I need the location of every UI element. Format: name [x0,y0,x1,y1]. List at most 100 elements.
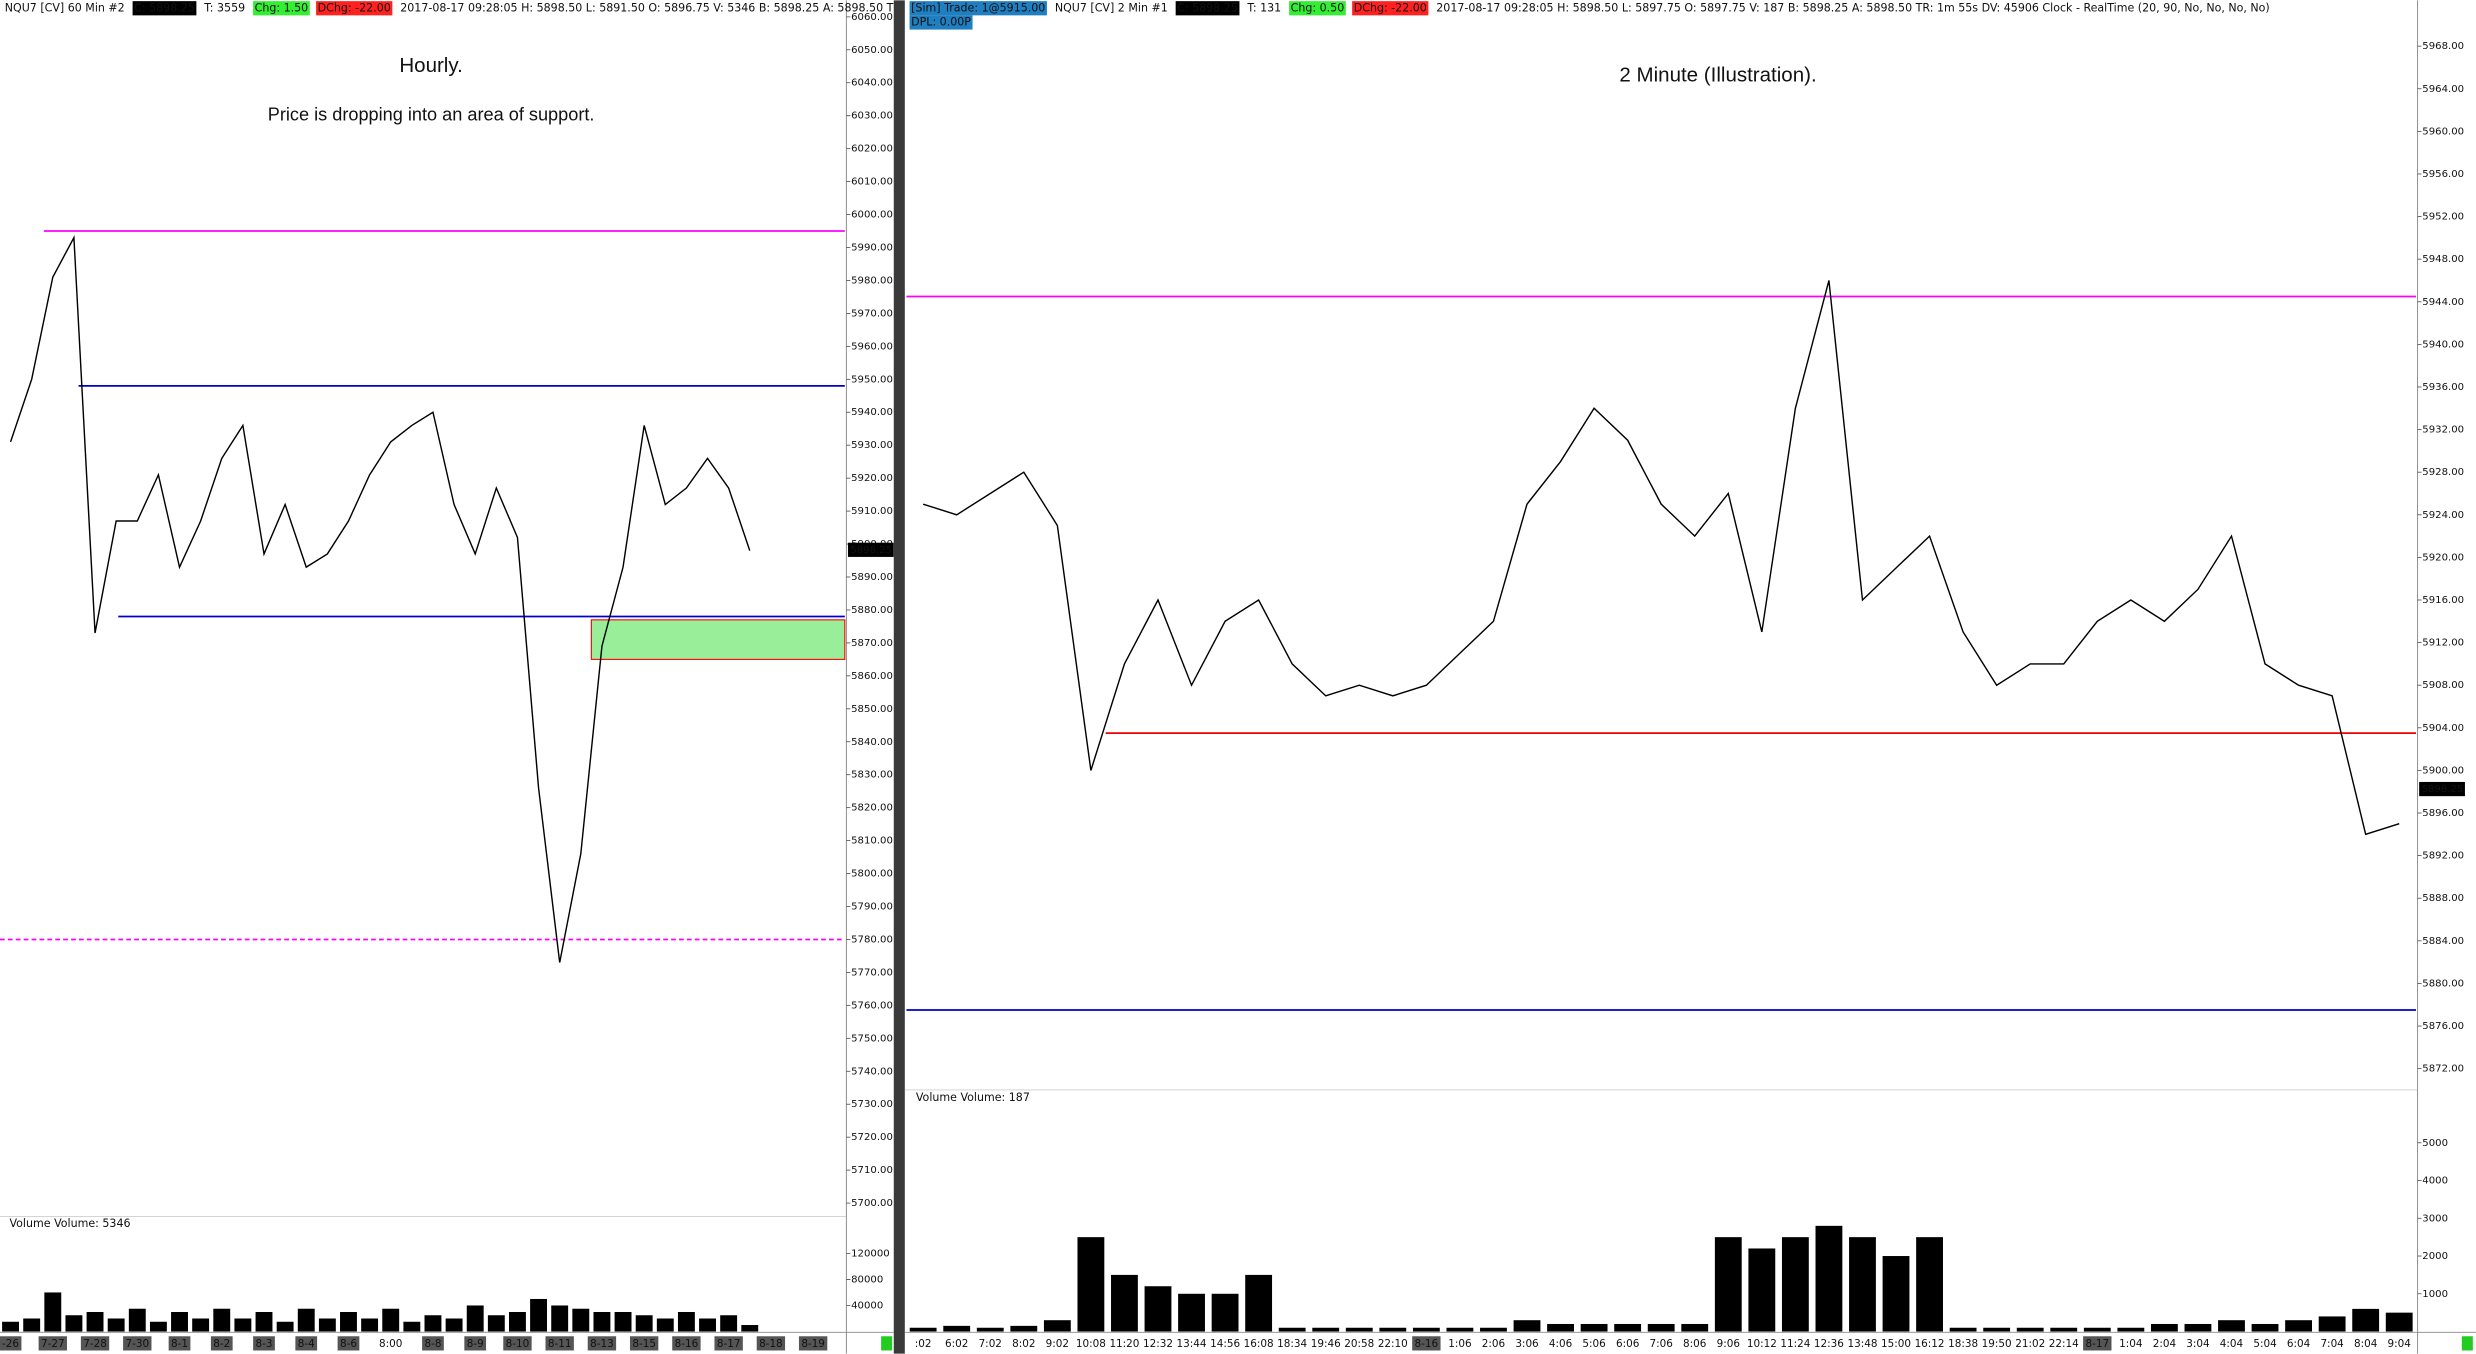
y-tick-label: 5916.00 [2422,595,2464,606]
x-tick-label: 5:04 [2253,1338,2277,1350]
y-tick-label: 5980.00 [851,275,893,286]
volume-bar [1513,1320,1541,1332]
x-tick-label: 10:08 [1076,1338,1106,1350]
y-tick-label: 5790.00 [851,902,893,913]
volume-bar [1983,1327,2011,1332]
volume-bar [1379,1327,1407,1332]
x-tick-label: 8-10 [506,1338,530,1350]
y-tick-label: 5700.00 [851,1198,893,1209]
header-text: 2017-08-17 09:28:05 H: 5898.50 L: 5891.5… [400,1,968,14]
y-tick-label: 5740.00 [851,1066,893,1077]
x-tick-label: 8-18 [759,1338,783,1350]
volume-bar [2117,1327,2145,1332]
y-tick-label: 6020.00 [851,144,893,155]
volume-title: Volume Volume: 187 [916,1091,1030,1104]
y-tick-label: 5770.00 [851,967,893,978]
header-text: T: 131 [1246,1,1281,14]
volume-bar [508,1311,526,1332]
y-tick-label: 5890.00 [851,572,893,583]
x-tick-label: 11:20 [1109,1338,1139,1350]
y-tick-label: 5960.00 [2422,126,2464,137]
x-date-box [2083,1336,2112,1351]
volume-bar [2150,1323,2178,1332]
x-tick-label: 8-16 [1415,1338,1439,1350]
chart-subtitle: Price is dropping into an area of suppor… [268,104,595,124]
x-tick-label: 8-1 [171,1338,188,1350]
volume-bar [656,1318,674,1332]
y-tick-label: 5948.00 [2422,254,2464,265]
x-tick-label: 2:04 [2153,1338,2177,1350]
x-date-box [422,1336,444,1351]
y-tick-label: 5928.00 [2422,467,2464,478]
volume-bar [424,1315,442,1332]
x-tick-label: 16:08 [1244,1338,1274,1350]
y-tick-label: 5908.00 [2422,680,2464,691]
volume-bar [65,1315,83,1332]
x-date-box [210,1336,233,1351]
price-line [9,235,751,963]
volume-bar [976,1327,1004,1332]
volume-tick-label: 5000 [2422,1138,2448,1149]
x-date-box [337,1336,360,1351]
volume-bar [909,1327,937,1332]
x-tick-label: 8:00 [379,1338,402,1350]
y-tick-label: 5876.00 [2422,1021,2464,1032]
volume-bar [1245,1274,1273,1332]
volume-bar [1681,1323,1709,1332]
y-tick-label: 5750.00 [851,1033,893,1044]
volume-bar [107,1318,125,1332]
header-text: NQU7 [CV] 2 Min #1 [1055,1,1168,14]
volume-tick-label: 40000 [851,1300,883,1311]
volume-bar [2352,1308,2380,1332]
x-tick-label: 6:06 [1616,1338,1639,1350]
x-date-box [168,1336,191,1351]
volume-bar [2385,1312,2413,1332]
x-date-box [464,1336,487,1351]
y-tick-label: 6040.00 [851,78,893,89]
two-minute-panel: [Sim] Trade: 1@5915.00 NQU7 [CV] 2 Min #1… [906,1,2465,1351]
volume-bar [466,1305,484,1332]
y-tick-label: 5936.00 [2422,382,2464,393]
volume-bar [1077,1237,1105,1332]
x-tick-label: 8-9 [467,1338,484,1350]
volume-bar [86,1311,104,1332]
volume-bar [2251,1323,2279,1332]
x-tick-label: 7-30 [125,1338,149,1350]
y-tick-label: 5820.00 [851,803,893,814]
y-tick-label: 5720.00 [851,1132,893,1143]
x-date-box [756,1336,786,1351]
last-price-label: 5898.25 [850,545,892,556]
header-text: NQU7 [CV] 60 Min #2 [5,1,125,14]
x-date-box [714,1336,743,1351]
x-tick-label: 7-27 [41,1338,65,1350]
volume-bar [2184,1323,2212,1332]
y-tick-label: 5910.00 [851,506,893,517]
y-tick-label: 5960.00 [851,341,893,352]
volume-bar [1043,1320,1071,1332]
hourly-panel: NQU7 [CV] 60 Min #2 C: 5898.25 T: 3559 Chg:… [0,1,968,1351]
x-tick-label: 8-13 [590,1338,614,1350]
header-highlight [253,1,310,16]
volume-bar [2285,1320,2312,1332]
y-tick-label: 5944.00 [2422,297,2464,308]
chart-title: 2 Minute (Illustration). [1619,64,1816,87]
volume-tick-label: 4000 [2422,1176,2448,1187]
x-tick-label: 14:56 [1210,1338,1240,1350]
volume-bar [1312,1327,1340,1332]
y-tick-label: 5870.00 [851,638,893,649]
x-tick-label: 3:06 [1515,1338,1538,1350]
header-highlight [909,1,1047,16]
y-tick-label: 5956.00 [2422,169,2464,180]
volume-bar [572,1308,590,1332]
x-tick-label: 7:02 [979,1338,1002,1350]
x-tick-label: 8-19 [801,1338,825,1350]
y-tick-label: 5850.00 [851,704,893,715]
header-highlight [1175,1,1240,16]
y-tick-label: 5912.00 [2422,638,2464,649]
x-tick-label: 18:34 [1277,1338,1307,1350]
volume-bar [149,1321,167,1332]
y-tick-label: 5888.00 [2422,893,2464,904]
y-tick-label: 5892.00 [2422,851,2464,862]
